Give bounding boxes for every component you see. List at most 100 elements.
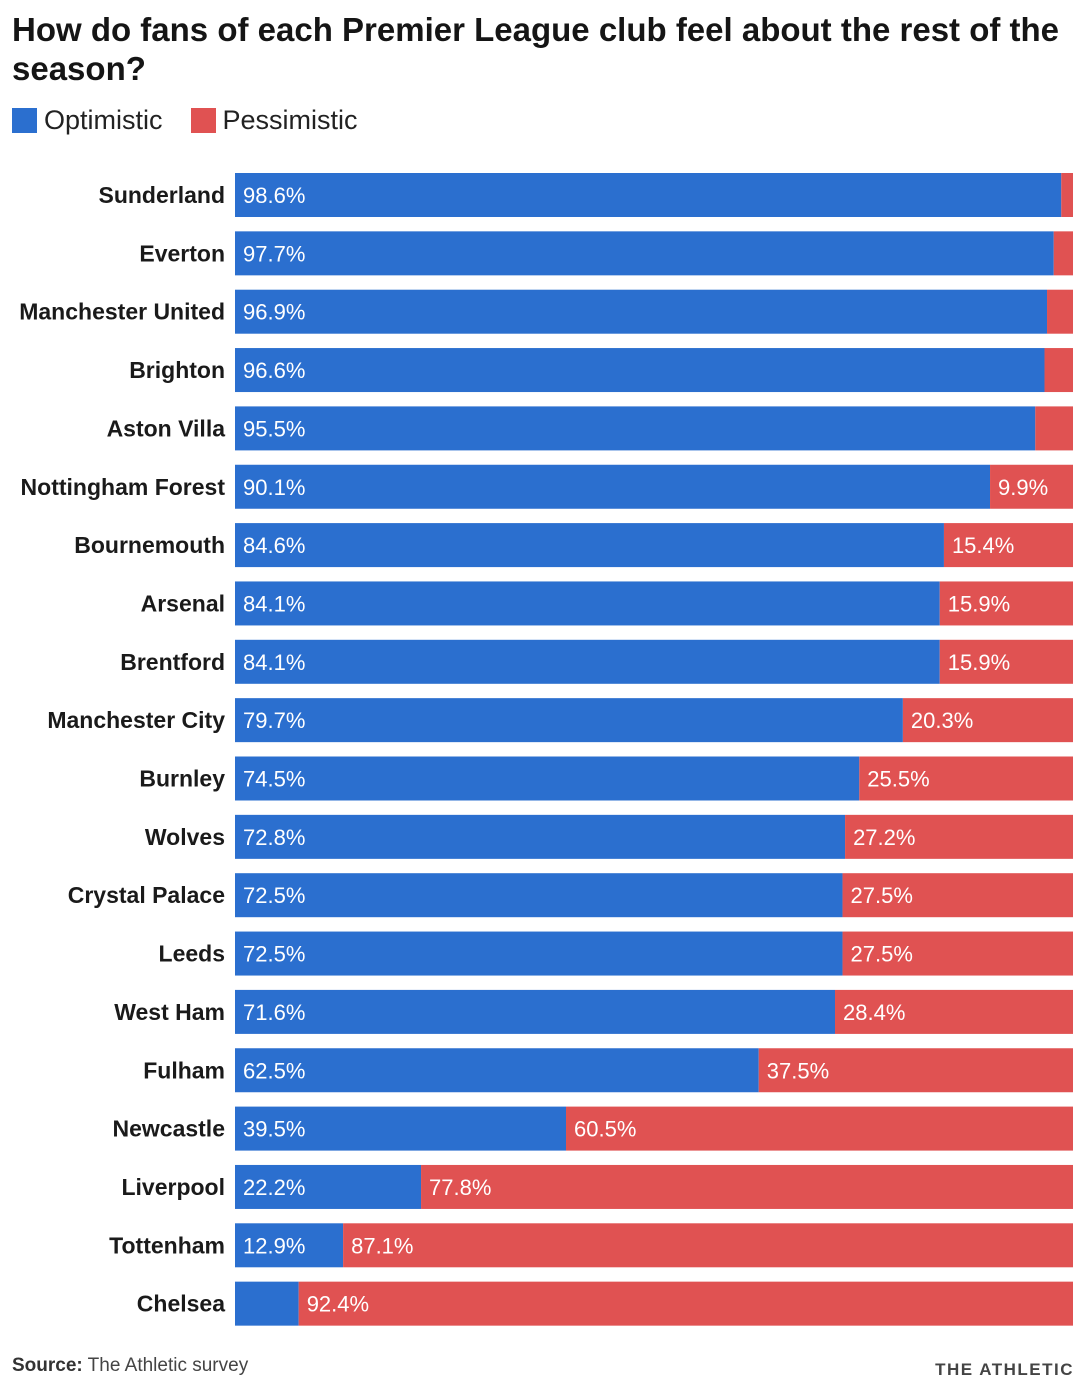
bar-optimistic — [235, 523, 944, 568]
bar-optimistic — [235, 931, 843, 976]
bar-optimistic — [235, 756, 860, 801]
bar-optimistic — [235, 639, 940, 684]
legend-item-pessimistic: Pessimistic — [190, 104, 358, 136]
category-label: Newcastle — [112, 1116, 225, 1142]
category-label: Crystal Palace — [68, 882, 225, 908]
bar-optimistic — [235, 289, 1048, 334]
data-label-pessimistic: 25.5% — [867, 767, 929, 792]
bar-optimistic — [235, 1164, 422, 1209]
legend-swatch-pessimistic — [190, 107, 216, 133]
legend-label-pessimistic: Pessimistic — [222, 104, 358, 135]
category-label: Chelsea — [137, 1291, 225, 1317]
category-label: Bournemouth — [74, 532, 225, 558]
data-label-pessimistic: 87.1% — [351, 1233, 413, 1258]
data-label-pessimistic: 20.3% — [911, 708, 973, 733]
category-label: Nottingham Forest — [21, 474, 226, 500]
legend-label-optimistic: Optimistic — [44, 104, 163, 135]
category-label: Fulham — [143, 1057, 225, 1083]
data-label-optimistic: 84.1% — [243, 650, 305, 675]
category-label: Manchester City — [47, 707, 225, 733]
data-label-pessimistic: 77.8% — [429, 1175, 491, 1200]
category-label: Wolves — [145, 824, 225, 850]
category-label: Everton — [139, 240, 225, 266]
data-label-optimistic: 71.6% — [243, 1000, 305, 1025]
bar-optimistic — [235, 1106, 567, 1151]
bar-optimistic — [235, 464, 991, 509]
bar-pessimistic — [566, 1106, 1073, 1151]
bar-pessimistic — [1044, 348, 1073, 393]
data-label-optimistic: 39.5% — [243, 1117, 305, 1142]
data-label-optimistic: 84.6% — [243, 533, 305, 558]
bar-optimistic — [235, 406, 1036, 451]
stacked-bar-chart: Sunderland 98.6% Everton 97.7% Manchester Un… — [19, 173, 1073, 1326]
category-label: Brighton — [129, 357, 225, 383]
bar-optimistic — [235, 231, 1054, 276]
data-label-optimistic: 96.9% — [243, 300, 305, 325]
category-label: West Ham — [114, 999, 225, 1025]
category-label: Liverpool — [121, 1174, 225, 1200]
category-label: Aston Villa — [107, 415, 226, 441]
data-label-optimistic: 72.8% — [243, 825, 305, 850]
data-label-optimistic: 90.1% — [243, 475, 305, 500]
data-label-optimistic: 96.6% — [243, 358, 305, 383]
data-label-pessimistic: 60.5% — [574, 1117, 636, 1142]
category-label: Leeds — [159, 941, 225, 967]
source-label: Source: — [12, 1355, 83, 1376]
source-text: The Athletic survey — [82, 1355, 249, 1376]
bar-pessimistic — [939, 639, 1073, 684]
bar-pessimistic — [845, 814, 1073, 859]
data-label-optimistic: 74.5% — [243, 767, 305, 792]
bar-optimistic — [235, 814, 846, 859]
bar-optimistic — [235, 698, 903, 743]
bar-pessimistic — [1061, 173, 1073, 217]
bar-pessimistic — [1035, 406, 1073, 451]
data-label-optimistic: 72.5% — [243, 942, 305, 967]
data-label-pessimistic: 28.4% — [843, 1000, 905, 1025]
data-label-optimistic: 97.7% — [243, 241, 305, 266]
bar-pessimistic — [298, 1281, 1073, 1326]
bar-pessimistic — [939, 581, 1073, 626]
data-label-pessimistic: 92.4% — [307, 1292, 369, 1317]
legend-swatch-optimistic — [12, 107, 37, 133]
data-label-optimistic: 12.9% — [243, 1233, 305, 1258]
bar-pessimistic — [943, 523, 1073, 568]
data-label-pessimistic: 37.5% — [767, 1058, 829, 1083]
data-label-optimistic: 22.2% — [243, 1175, 305, 1200]
bar-pessimistic — [835, 989, 1073, 1034]
chart-title: How do fans of each Premier League club … — [12, 11, 1060, 87]
bar-optimistic — [235, 1223, 344, 1268]
bar-pessimistic — [1047, 289, 1073, 334]
data-label-pessimistic: 27.5% — [851, 883, 913, 908]
data-label-optimistic: 72.5% — [243, 883, 305, 908]
category-label: Tottenham — [109, 1232, 225, 1258]
category-label: Brentford — [120, 649, 225, 675]
bar-optimistic — [235, 873, 843, 918]
bar-pessimistic — [1053, 231, 1073, 276]
bar-optimistic — [235, 1048, 759, 1093]
bar-pessimistic — [990, 464, 1073, 509]
data-label-optimistic: 98.6% — [243, 183, 305, 208]
source-note: Source: The Athletic survey — [12, 1355, 248, 1377]
data-label-pessimistic: 27.2% — [853, 825, 915, 850]
bar-pessimistic — [758, 1048, 1073, 1093]
bar-optimistic — [235, 348, 1045, 393]
data-label-pessimistic: 15.4% — [952, 533, 1014, 558]
data-label-pessimistic: 27.5% — [851, 942, 913, 967]
bar-optimistic — [235, 173, 1062, 217]
data-label-optimistic: 95.5% — [243, 416, 305, 441]
category-label: Arsenal — [141, 590, 225, 616]
data-label-optimistic: 79.7% — [243, 708, 305, 733]
bar-pessimistic — [902, 698, 1073, 743]
bar-optimistic — [235, 581, 940, 626]
bar-optimistic — [235, 1281, 299, 1326]
bar-pessimistic — [343, 1223, 1073, 1268]
category-label: Burnley — [139, 766, 225, 792]
bar-pessimistic — [842, 873, 1073, 918]
data-label-pessimistic: 15.9% — [948, 591, 1010, 616]
bar-optimistic — [235, 989, 836, 1034]
data-label-optimistic: 84.1% — [243, 591, 305, 616]
bar-pessimistic — [421, 1164, 1073, 1209]
legend: Optimistic Pessimistic — [12, 104, 386, 136]
category-label: Manchester United — [19, 299, 225, 325]
brand-wordmark: THE ATHLETIC — [935, 1360, 1074, 1379]
